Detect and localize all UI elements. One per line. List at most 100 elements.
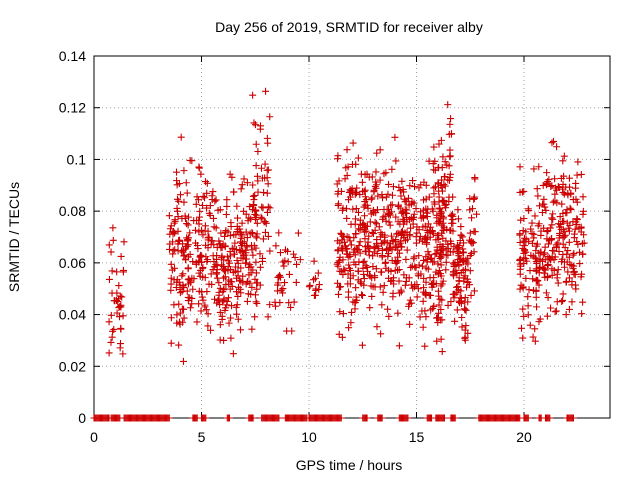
data-point (467, 291, 475, 299)
data-point (531, 325, 539, 333)
data-point (579, 193, 587, 201)
data-point (535, 163, 543, 171)
data-point (450, 263, 458, 271)
data-point (251, 275, 259, 283)
data-point (466, 206, 474, 214)
data-point (173, 204, 181, 212)
data-point (207, 270, 215, 278)
data-point (572, 184, 580, 192)
data-point (195, 228, 203, 236)
data-point (449, 248, 457, 256)
data-point (548, 139, 556, 147)
data-point (107, 248, 115, 256)
data-point (454, 283, 462, 291)
data-point (178, 288, 186, 296)
data-point (364, 238, 372, 246)
y-tick-label: 0.02 (59, 358, 86, 374)
data-point (205, 233, 213, 241)
data-point (379, 288, 387, 296)
data-point (380, 282, 388, 290)
data-point (210, 258, 218, 266)
data-point (203, 189, 211, 197)
data-point (252, 140, 260, 148)
data-point (178, 247, 186, 255)
data-point (356, 191, 364, 199)
data-point (528, 239, 536, 247)
data-point (522, 235, 530, 243)
data-point (419, 323, 427, 331)
data-point (264, 203, 272, 211)
data-point (462, 322, 470, 330)
data-point (417, 181, 425, 189)
data-point (361, 193, 369, 201)
data-point (169, 238, 177, 246)
data-point (546, 414, 554, 422)
data-point (401, 195, 409, 203)
data-point (459, 245, 467, 253)
data-point (166, 225, 174, 233)
data-point (565, 305, 573, 313)
data-point (437, 261, 445, 269)
data-point (436, 295, 444, 303)
data-point (238, 181, 246, 189)
data-point (227, 222, 235, 230)
data-point (175, 180, 183, 188)
data-point (261, 160, 269, 168)
data-point (215, 279, 223, 287)
data-point (355, 258, 363, 266)
data-point (377, 268, 385, 276)
data-point (375, 223, 383, 231)
data-point (564, 247, 572, 255)
data-point (335, 330, 343, 338)
data-point (387, 277, 395, 285)
data-point (579, 298, 587, 306)
data-point (437, 306, 445, 314)
data-point (392, 213, 400, 221)
data-point (565, 174, 573, 182)
data-point (337, 414, 345, 422)
data-point (363, 222, 371, 230)
y-axis-label: SRMTID / TECUs (6, 182, 22, 292)
data-point (565, 238, 573, 246)
data-point (393, 230, 401, 238)
data-point (310, 291, 318, 299)
data-point (369, 252, 377, 260)
data-point (336, 308, 344, 316)
data-point (465, 281, 473, 289)
data-point (360, 275, 368, 283)
data-point (339, 310, 347, 318)
data-point (117, 325, 125, 333)
data-point (353, 296, 361, 304)
data-point (337, 187, 345, 195)
data-point (360, 188, 368, 196)
data-point (220, 265, 228, 273)
data-point (413, 281, 421, 289)
data-point (206, 211, 214, 219)
data-point (422, 313, 430, 321)
data-point (546, 224, 554, 232)
data-point (334, 279, 342, 287)
data-point (455, 274, 463, 282)
data-point (215, 288, 223, 296)
data-point (344, 288, 352, 296)
data-point (458, 313, 466, 321)
data-point (306, 281, 314, 289)
data-point (544, 240, 552, 248)
data-point (355, 246, 363, 254)
data-point (195, 220, 203, 228)
data-point (105, 275, 113, 283)
data-point (395, 277, 403, 285)
data-point (193, 193, 201, 201)
data-point (573, 171, 581, 179)
data-point (312, 286, 320, 294)
data-point (193, 318, 201, 326)
data-point (385, 312, 393, 320)
data-point (438, 296, 446, 304)
data-point (433, 337, 441, 345)
data-point (567, 189, 575, 197)
data-point (385, 218, 393, 226)
data-point (344, 270, 352, 278)
data-point (208, 237, 216, 245)
data-point (417, 208, 425, 216)
data-point (186, 294, 194, 302)
